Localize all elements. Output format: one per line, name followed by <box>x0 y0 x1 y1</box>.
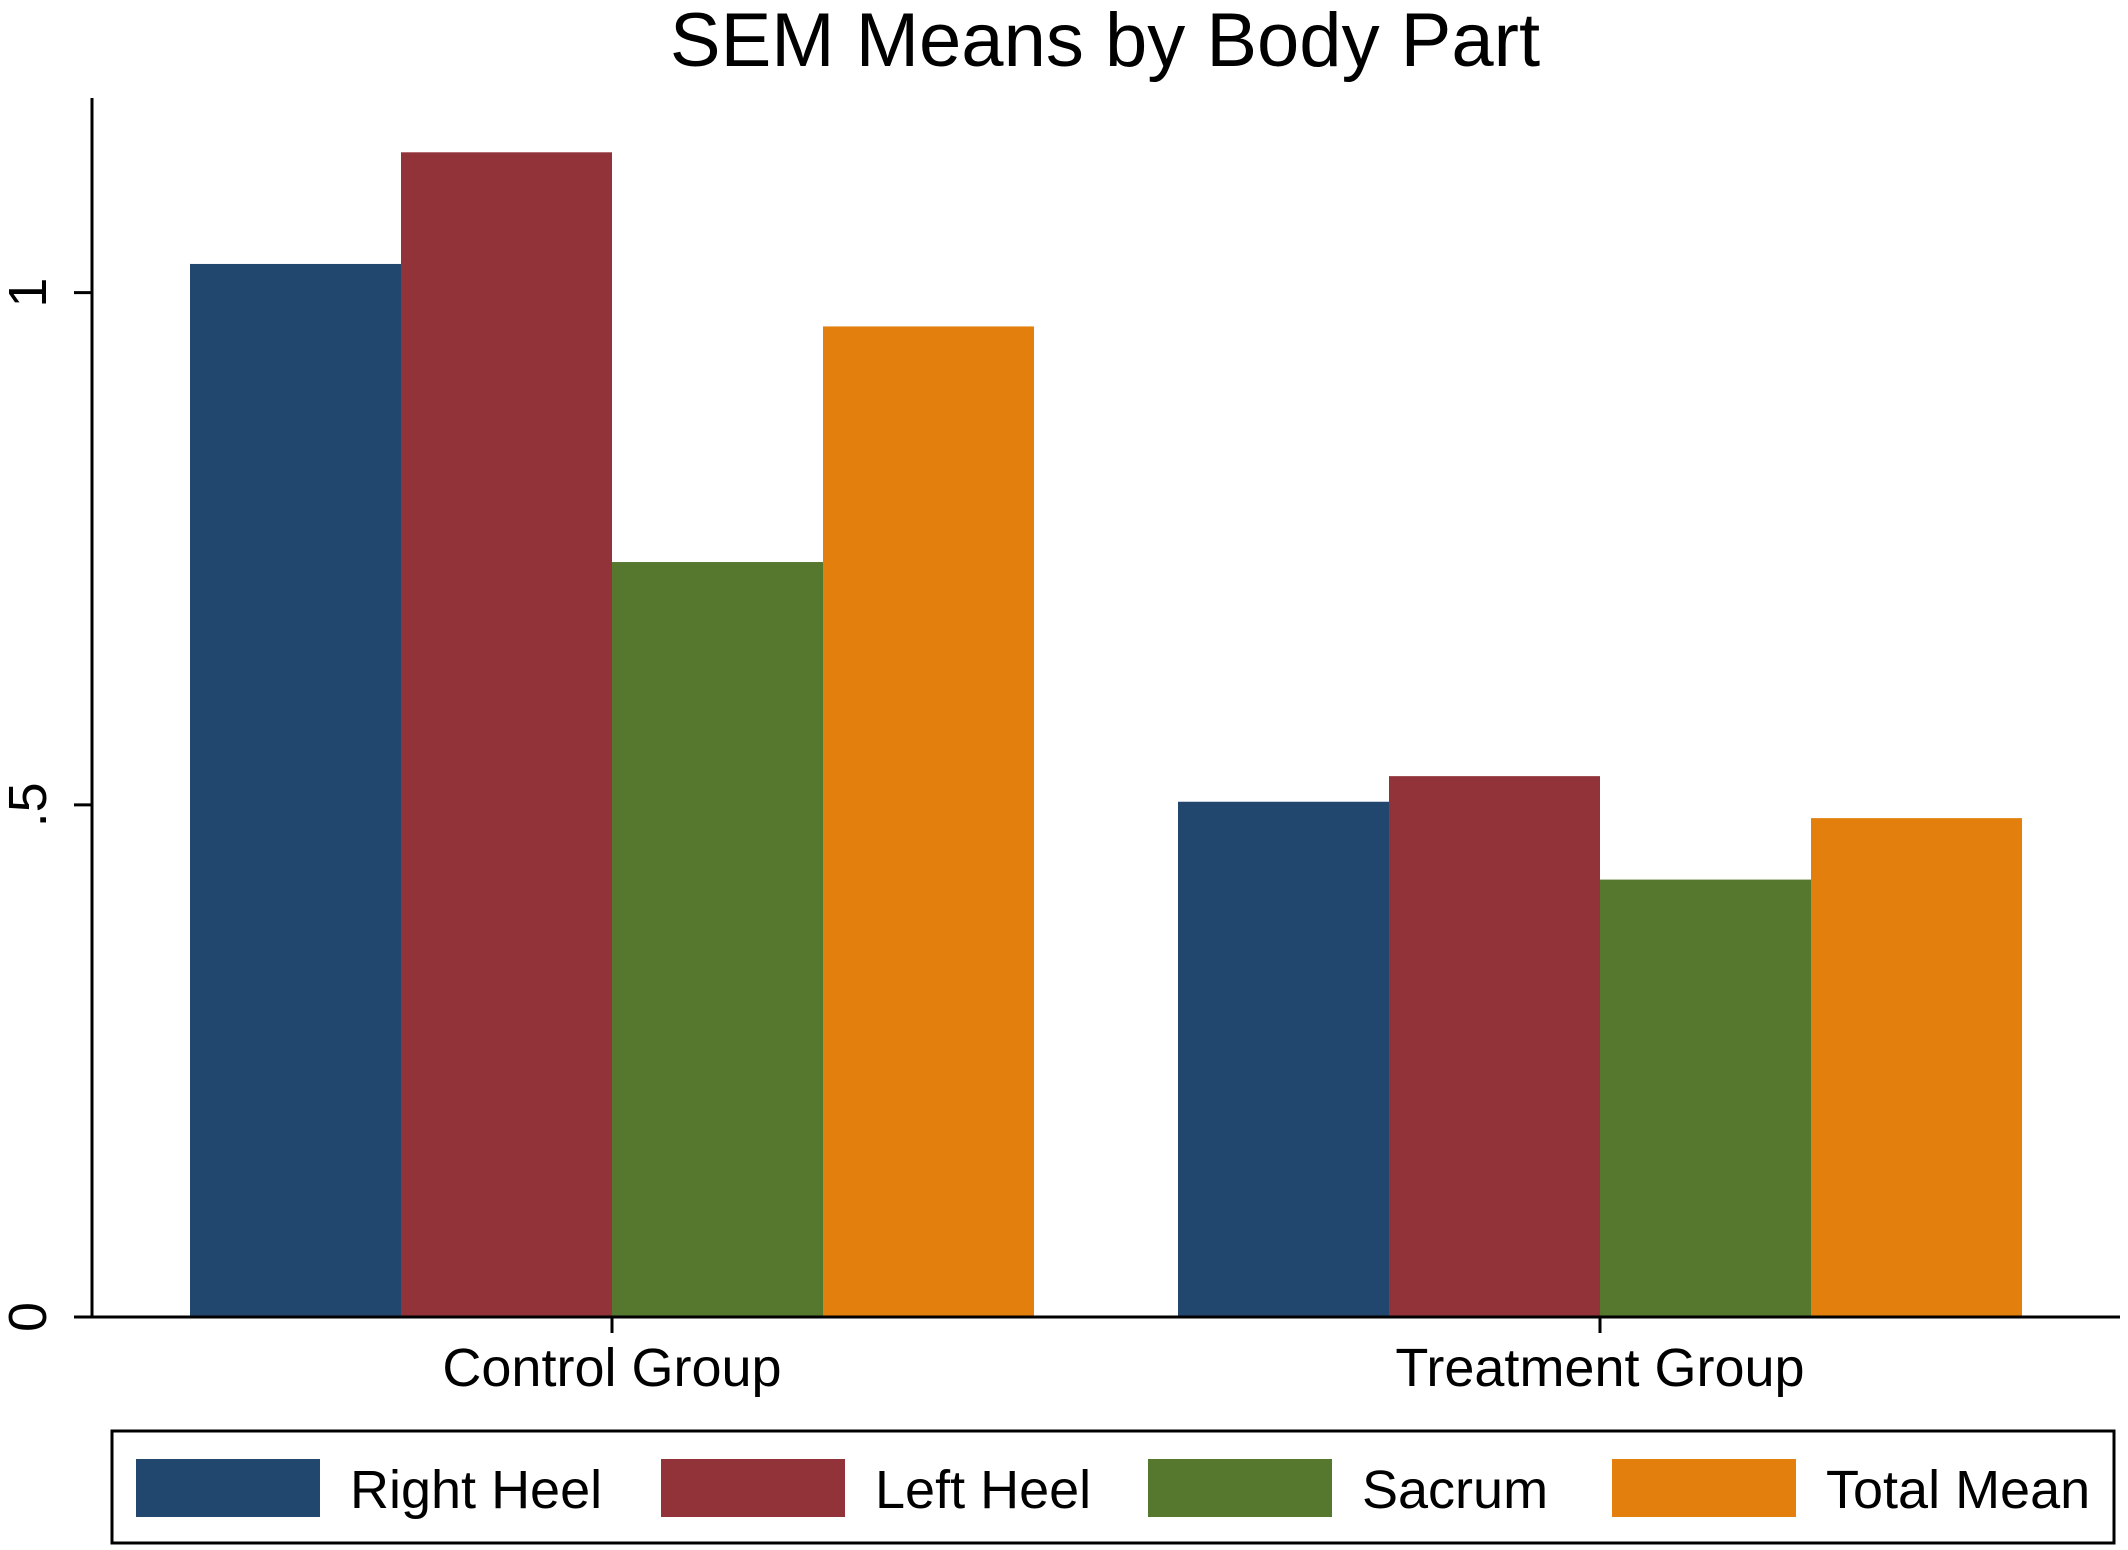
legend-swatch-total-mean <box>1612 1459 1796 1517</box>
bar-left-heel-treatment-group <box>1389 776 1600 1317</box>
x-category-labels: Control Group Treatment Group <box>442 1317 1805 1398</box>
y-ticks: 0.51 <box>0 278 92 1332</box>
bar-right-heel-control-group <box>190 263 401 1318</box>
legend-swatch-left-heel <box>661 1459 845 1517</box>
x-category-label: Treatment Group <box>1395 1338 1804 1398</box>
bar-right-heel-treatment-group <box>1178 801 1389 1317</box>
legend-label-total-mean: Total Mean <box>1826 1460 2090 1520</box>
bar-sacrum-control-group <box>612 562 823 1317</box>
legend-label-left-heel: Left Heel <box>875 1460 1091 1520</box>
y-tick-label: 0 <box>0 1302 58 1332</box>
legend-swatch-sacrum <box>1148 1459 1332 1517</box>
legend-label-right-heel: Right Heel <box>350 1460 602 1520</box>
chart-title: SEM Means by Body Part <box>670 0 1540 83</box>
x-category-label: Control Group <box>442 1338 781 1398</box>
bars-layer <box>190 152 2022 1318</box>
bar-total-mean-treatment-group <box>1811 818 2022 1317</box>
y-tick-label: .5 <box>0 782 58 827</box>
legend-swatch-right-heel <box>136 1459 320 1517</box>
bar-total-mean-control-group <box>823 326 1034 1317</box>
legend: Right Heel Left Heel Sacrum Total Mean <box>110 1429 2116 1545</box>
y-tick-label: 1 <box>0 278 58 308</box>
bar-sacrum-treatment-group <box>1600 879 1811 1317</box>
bar-left-heel-control-group <box>401 152 612 1317</box>
legend-items: Right Heel Left Heel Sacrum Total Mean <box>136 1459 2090 1520</box>
legend-label-sacrum: Sacrum <box>1362 1460 1548 1520</box>
